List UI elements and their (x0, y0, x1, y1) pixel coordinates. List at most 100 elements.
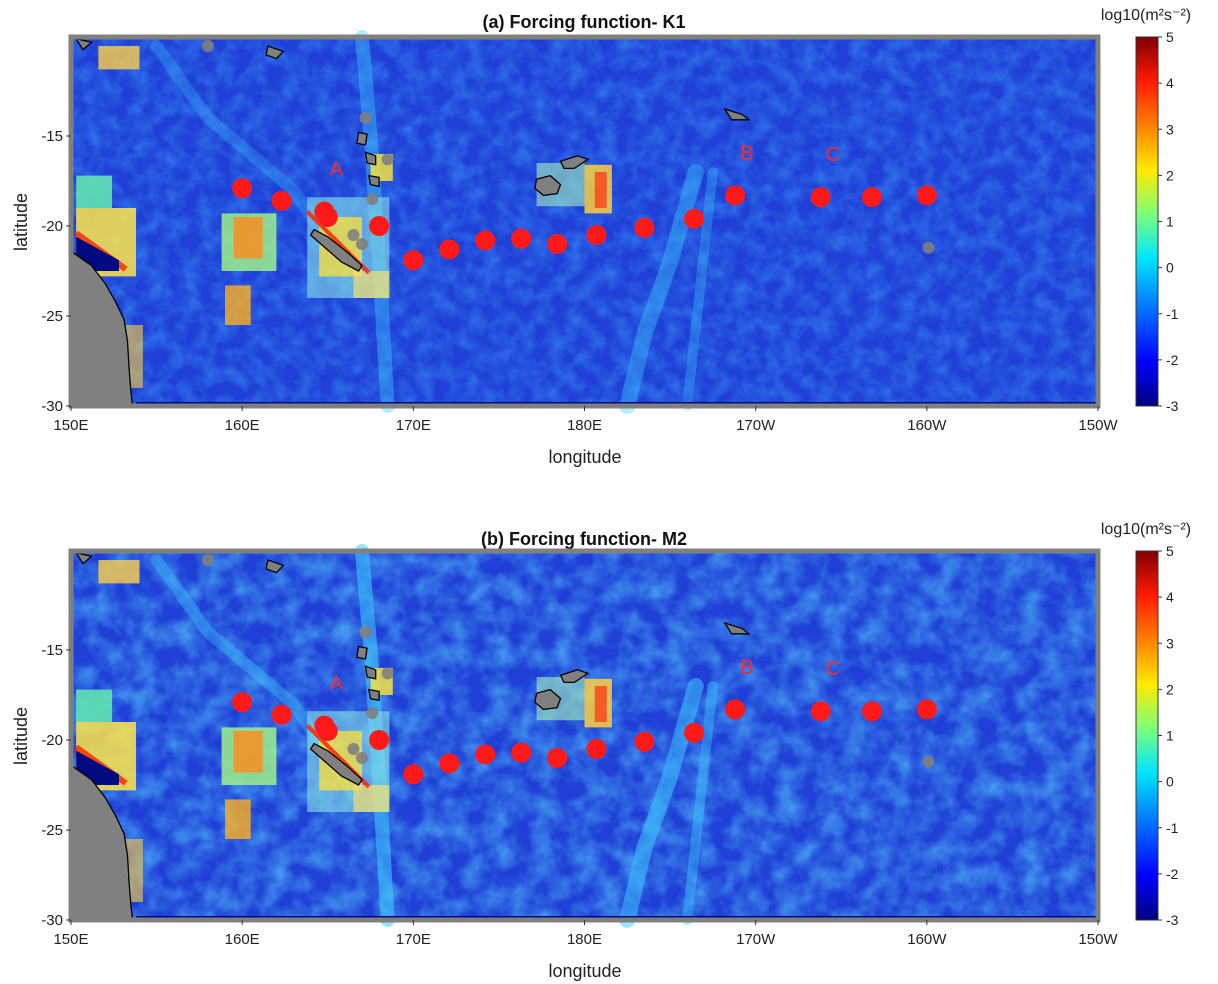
panel-a-title: (a) Forcing function- K1 (483, 12, 686, 32)
hotspot-patch (233, 217, 263, 259)
island-land (359, 626, 372, 638)
hotspot-patch (76, 175, 113, 208)
panel-b-title: (b) Forcing function- M2 (481, 529, 687, 549)
panel-a-stations: A B C (232, 142, 937, 271)
colorbar-tick-label: 4 (1166, 75, 1174, 91)
y-tick-label: -15 (41, 642, 63, 659)
panel-a: (a) Forcing function- K1 150E 160E 170E 180… (11, 7, 1191, 467)
section-label: B (740, 656, 753, 678)
island-land (922, 755, 935, 768)
section-label: C (825, 144, 839, 166)
panel-b-ylabel: latitude (11, 707, 31, 765)
x-tick-label: 160E (225, 417, 260, 434)
fiji-land (559, 155, 590, 170)
island-land (359, 112, 372, 124)
station-marker (439, 239, 460, 260)
station-marker (810, 701, 831, 722)
island-land (366, 193, 379, 205)
station-marker (547, 748, 568, 768)
station-marker (475, 744, 496, 765)
station-marker (725, 699, 746, 720)
station-marker (725, 185, 746, 206)
station-marker (271, 190, 292, 211)
panel-a-axes: 150E 160E 170E 180E 170W 160W 150W -15 -20 -25 -30 (41, 128, 1118, 434)
solomon-land (265, 559, 285, 574)
vanuatu-land (356, 645, 368, 660)
panel-a-ylabel: latitude (11, 193, 31, 251)
panel-b-xlabel: longitude (548, 961, 621, 981)
ridge-feature (619, 678, 704, 928)
panel-a-colorbar: 5 4 3 2 1 0 -1 -2 -3 log10(m²s⁻²) (1101, 7, 1191, 414)
hotspot-patch (98, 560, 140, 584)
station-marker (317, 207, 338, 227)
y-tick-label: -25 (41, 822, 63, 839)
station-marker (369, 730, 390, 750)
hotspot-patch (594, 172, 607, 208)
colorbar-tick-label: -3 (1166, 398, 1179, 414)
vanuatu-land (368, 174, 380, 188)
section-label: B (740, 142, 753, 164)
colorbar-tick-label: 0 (1166, 774, 1174, 790)
station-marker (317, 721, 338, 741)
hotspot-patch (225, 799, 251, 839)
x-tick-label: 170W (736, 417, 776, 434)
island-land (347, 743, 360, 755)
png-land (74, 37, 93, 51)
station-marker (511, 228, 532, 249)
panel-b-axes: 150E 160E 170E 180E 170W 160W 150W -15 -20 -25 -30 (41, 642, 1118, 948)
y-tick-label: -15 (41, 128, 63, 145)
station-marker (862, 187, 883, 208)
colorbar-tick-label: 3 (1166, 121, 1174, 137)
x-tick-label: 170E (396, 417, 431, 434)
hotspot-patch (98, 46, 140, 70)
panel-b-colorbar: 5 4 3 2 1 0 -1 -2 -3 log10(m²s⁻²) (1101, 521, 1191, 928)
colorbar-tick-label: 2 (1166, 167, 1174, 183)
panel-b: (b) Forcing function- M2 150E 160E 170E 180… (11, 521, 1191, 981)
hotspot-patch (353, 271, 390, 298)
colorbar-tick-label: 0 (1166, 260, 1174, 276)
x-tick-label: 180E (567, 417, 602, 434)
station-marker (232, 178, 253, 199)
hotspot-patch (233, 731, 263, 773)
x-tick-label: 150W (1078, 417, 1118, 434)
ridge-feature (682, 681, 718, 925)
png-land (74, 551, 93, 565)
island-land (381, 667, 394, 680)
samoa-land (723, 107, 751, 121)
new-caledonia-land (309, 228, 363, 272)
section-label: A (330, 159, 344, 181)
samoa-land (723, 621, 751, 635)
x-tick-label: 160W (907, 931, 947, 948)
island-land (922, 241, 935, 254)
hotspot-patch (225, 285, 251, 325)
new-caledonia-land (309, 742, 363, 786)
colorbar-tick-label: -1 (1166, 820, 1179, 836)
hotspot-patch (594, 686, 607, 722)
station-marker (475, 230, 496, 251)
station-marker (916, 699, 937, 720)
vanuatu-land (364, 665, 377, 680)
panel-b-stations: A B C (232, 656, 937, 785)
colorbar-tick-label: 4 (1166, 589, 1174, 605)
colorbar-tick-label: -3 (1166, 912, 1179, 928)
colorbar-tick-label: 3 (1166, 635, 1174, 651)
x-tick-label: 150E (53, 931, 88, 948)
panel-b-map (68, 544, 1101, 928)
station-marker (684, 722, 705, 743)
colorbar-tick-label: 5 (1166, 543, 1174, 559)
station-marker (403, 764, 424, 785)
colorbar-tick-label: -2 (1166, 352, 1179, 368)
y-tick-label: -25 (41, 308, 63, 325)
island-land (381, 153, 394, 166)
hotspot-patch (353, 785, 390, 812)
island-land (366, 707, 379, 719)
section-label: A (330, 673, 344, 695)
colorbar-tick-label: 2 (1166, 681, 1174, 697)
ridge-feature (682, 167, 718, 411)
hotspot-patch (76, 689, 113, 722)
island-land (201, 554, 214, 566)
colorbar-scale (1135, 550, 1159, 921)
colorbar-tick-label: 5 (1166, 29, 1174, 45)
fiji-land (534, 174, 562, 197)
